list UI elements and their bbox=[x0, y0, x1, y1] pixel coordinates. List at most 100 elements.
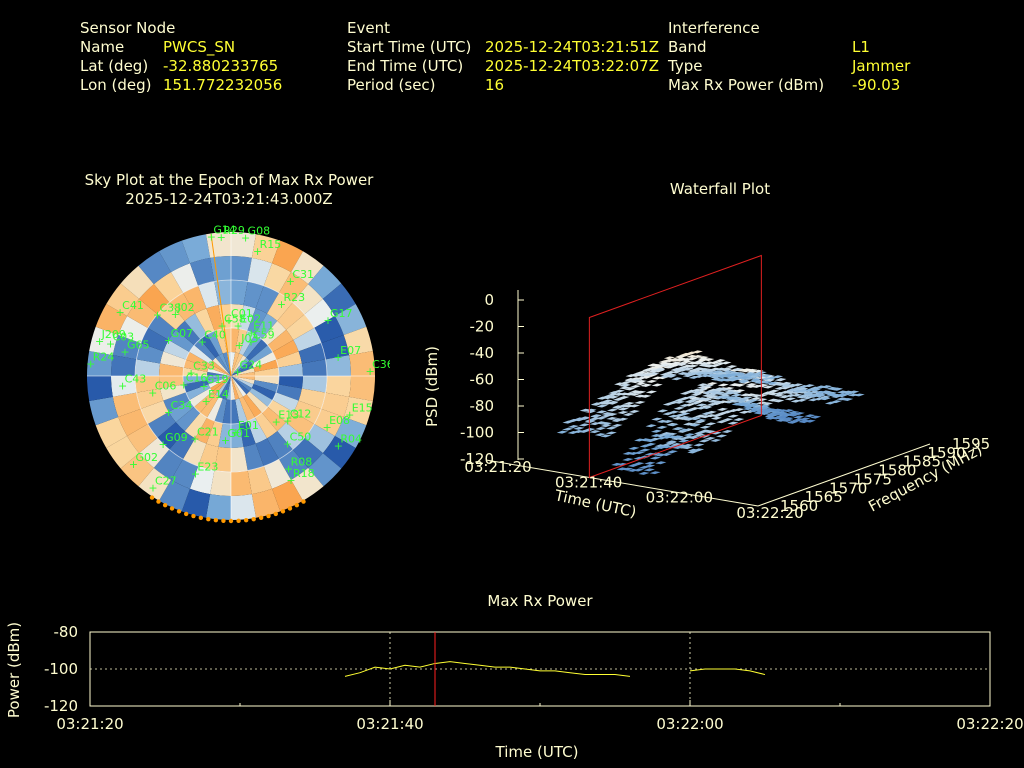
skyplot-cell bbox=[247, 257, 273, 286]
skyplot-cell bbox=[120, 265, 154, 299]
waterfall-cell bbox=[568, 418, 580, 422]
waterfall-cell bbox=[726, 375, 739, 379]
skyplot-cell bbox=[298, 388, 326, 409]
waterfall-cell bbox=[689, 417, 702, 421]
skyplot-cell bbox=[277, 422, 305, 450]
waterfall-cell bbox=[600, 422, 612, 426]
waterfall-xlabel: Time (UTC) bbox=[552, 486, 638, 521]
skyplot-sat-label: C27 bbox=[155, 474, 177, 487]
skyplot-cell bbox=[231, 371, 255, 376]
skyplot-cell bbox=[231, 352, 236, 376]
waterfall-cell bbox=[728, 383, 741, 387]
skyplot-sat-marker: + bbox=[106, 338, 115, 351]
waterfall-cell bbox=[842, 390, 854, 394]
waterfall-cell bbox=[663, 356, 676, 360]
skyplot-cell bbox=[231, 376, 255, 381]
skyplot-sat-marker: + bbox=[190, 432, 199, 445]
skyplot-sat-marker: + bbox=[283, 437, 292, 450]
skyplot-sat-label: E23 bbox=[197, 461, 218, 474]
waterfall-cell bbox=[655, 453, 667, 457]
waterfall-cell bbox=[671, 367, 683, 371]
waterfall-cell bbox=[676, 437, 689, 441]
skyplot-cell bbox=[343, 326, 373, 356]
skyplot-cell bbox=[112, 392, 141, 418]
skyplot-cell bbox=[267, 431, 293, 460]
skyplot-sat-label: J03 bbox=[240, 332, 258, 345]
waterfall-cell bbox=[658, 361, 670, 365]
waterfall-cell bbox=[738, 410, 751, 414]
skyplot-sat-marker: + bbox=[202, 395, 211, 408]
waterfall-cell bbox=[605, 426, 618, 430]
waterfall-cell bbox=[727, 421, 739, 425]
skyplot-track-point bbox=[156, 499, 161, 504]
skyplot-cell bbox=[291, 251, 324, 285]
waterfall-cell bbox=[842, 397, 854, 401]
waterfall-axes bbox=[485, 254, 931, 507]
skyplot-sat-label: C59 bbox=[253, 328, 275, 341]
skyplot-cell bbox=[308, 265, 342, 299]
waterfall-cell bbox=[625, 379, 637, 383]
waterfall-cell bbox=[595, 410, 608, 414]
sensor-lon-label: Lon (deg) bbox=[80, 76, 152, 94]
waterfall-marker-plane bbox=[588, 254, 762, 479]
waterfall-surface bbox=[556, 350, 865, 475]
skyplot-cell bbox=[272, 479, 303, 512]
skyplot-sat-label: C06 bbox=[155, 380, 177, 393]
skyplot-cell bbox=[292, 284, 323, 315]
waterfall-cell bbox=[810, 415, 822, 419]
skyplot-cell bbox=[169, 431, 195, 460]
skyplot-sat-marker: + bbox=[286, 474, 295, 487]
skyplot-cell bbox=[136, 388, 164, 409]
waterfall-cell bbox=[589, 422, 601, 426]
skyplot-cell bbox=[267, 400, 294, 423]
skyplot-cell bbox=[263, 263, 291, 293]
skyplot-cell bbox=[246, 391, 268, 413]
skyplot-sat-label: J209 bbox=[101, 328, 126, 341]
waterfall-cell bbox=[765, 416, 777, 420]
skyplot-cell bbox=[247, 308, 267, 335]
waterfall-ztick-label: -120 bbox=[460, 450, 494, 468]
skyplot-track-point bbox=[280, 509, 286, 514]
skyplot-cell bbox=[314, 408, 344, 436]
waterfall-cell bbox=[671, 377, 683, 381]
skyplot-cell bbox=[249, 345, 273, 364]
waterfall-cell bbox=[661, 434, 674, 438]
waterfall-axis-line bbox=[757, 443, 931, 507]
waterfall-cell bbox=[659, 372, 671, 376]
waterfall-cell bbox=[596, 396, 609, 400]
skyplot-cell bbox=[185, 384, 211, 400]
waterfall-cell bbox=[831, 387, 843, 391]
skyplot-cell bbox=[135, 359, 161, 376]
skyplot-cell bbox=[212, 357, 231, 376]
waterfall-cell bbox=[765, 408, 778, 412]
waterfall-cell bbox=[688, 372, 700, 376]
interference-heading: Interference bbox=[668, 19, 760, 37]
waterfall-ztick-label: -60 bbox=[470, 371, 495, 389]
waterfall-cell bbox=[819, 397, 831, 401]
skyplot-cell bbox=[218, 423, 231, 448]
skyplot-cell bbox=[231, 353, 243, 376]
maxrx-ytick-label: -80 bbox=[54, 623, 79, 641]
skyplot-cell bbox=[308, 453, 342, 487]
waterfall-cell bbox=[693, 367, 705, 371]
waterfall-cell bbox=[589, 417, 602, 421]
skyplot-cells bbox=[87, 232, 375, 520]
skyplot-sat-marker: + bbox=[187, 367, 196, 380]
waterfall-cell bbox=[755, 380, 767, 384]
skyplot-sat-marker: + bbox=[286, 275, 295, 288]
waterfall-cell bbox=[636, 373, 649, 377]
waterfall-cell bbox=[731, 402, 743, 406]
skyplot-cell bbox=[214, 446, 231, 472]
waterfall-ytick-label: 1570 bbox=[829, 479, 867, 497]
skyplot-track-point bbox=[162, 502, 168, 508]
waterfall-cell bbox=[628, 451, 640, 455]
waterfall-cell bbox=[629, 392, 641, 396]
skyplot-cell bbox=[219, 376, 231, 399]
skyplot-title: Sky Plot at the Epoch of Max Rx Power bbox=[84, 171, 374, 189]
skyplot-sat-marker: + bbox=[231, 426, 240, 439]
waterfall-cell bbox=[710, 416, 722, 420]
skyplot-sat-marker: + bbox=[159, 438, 168, 451]
skyplot-sat-marker: + bbox=[246, 335, 255, 348]
waterfall-cell bbox=[750, 378, 762, 382]
waterfall-cell bbox=[633, 456, 645, 460]
